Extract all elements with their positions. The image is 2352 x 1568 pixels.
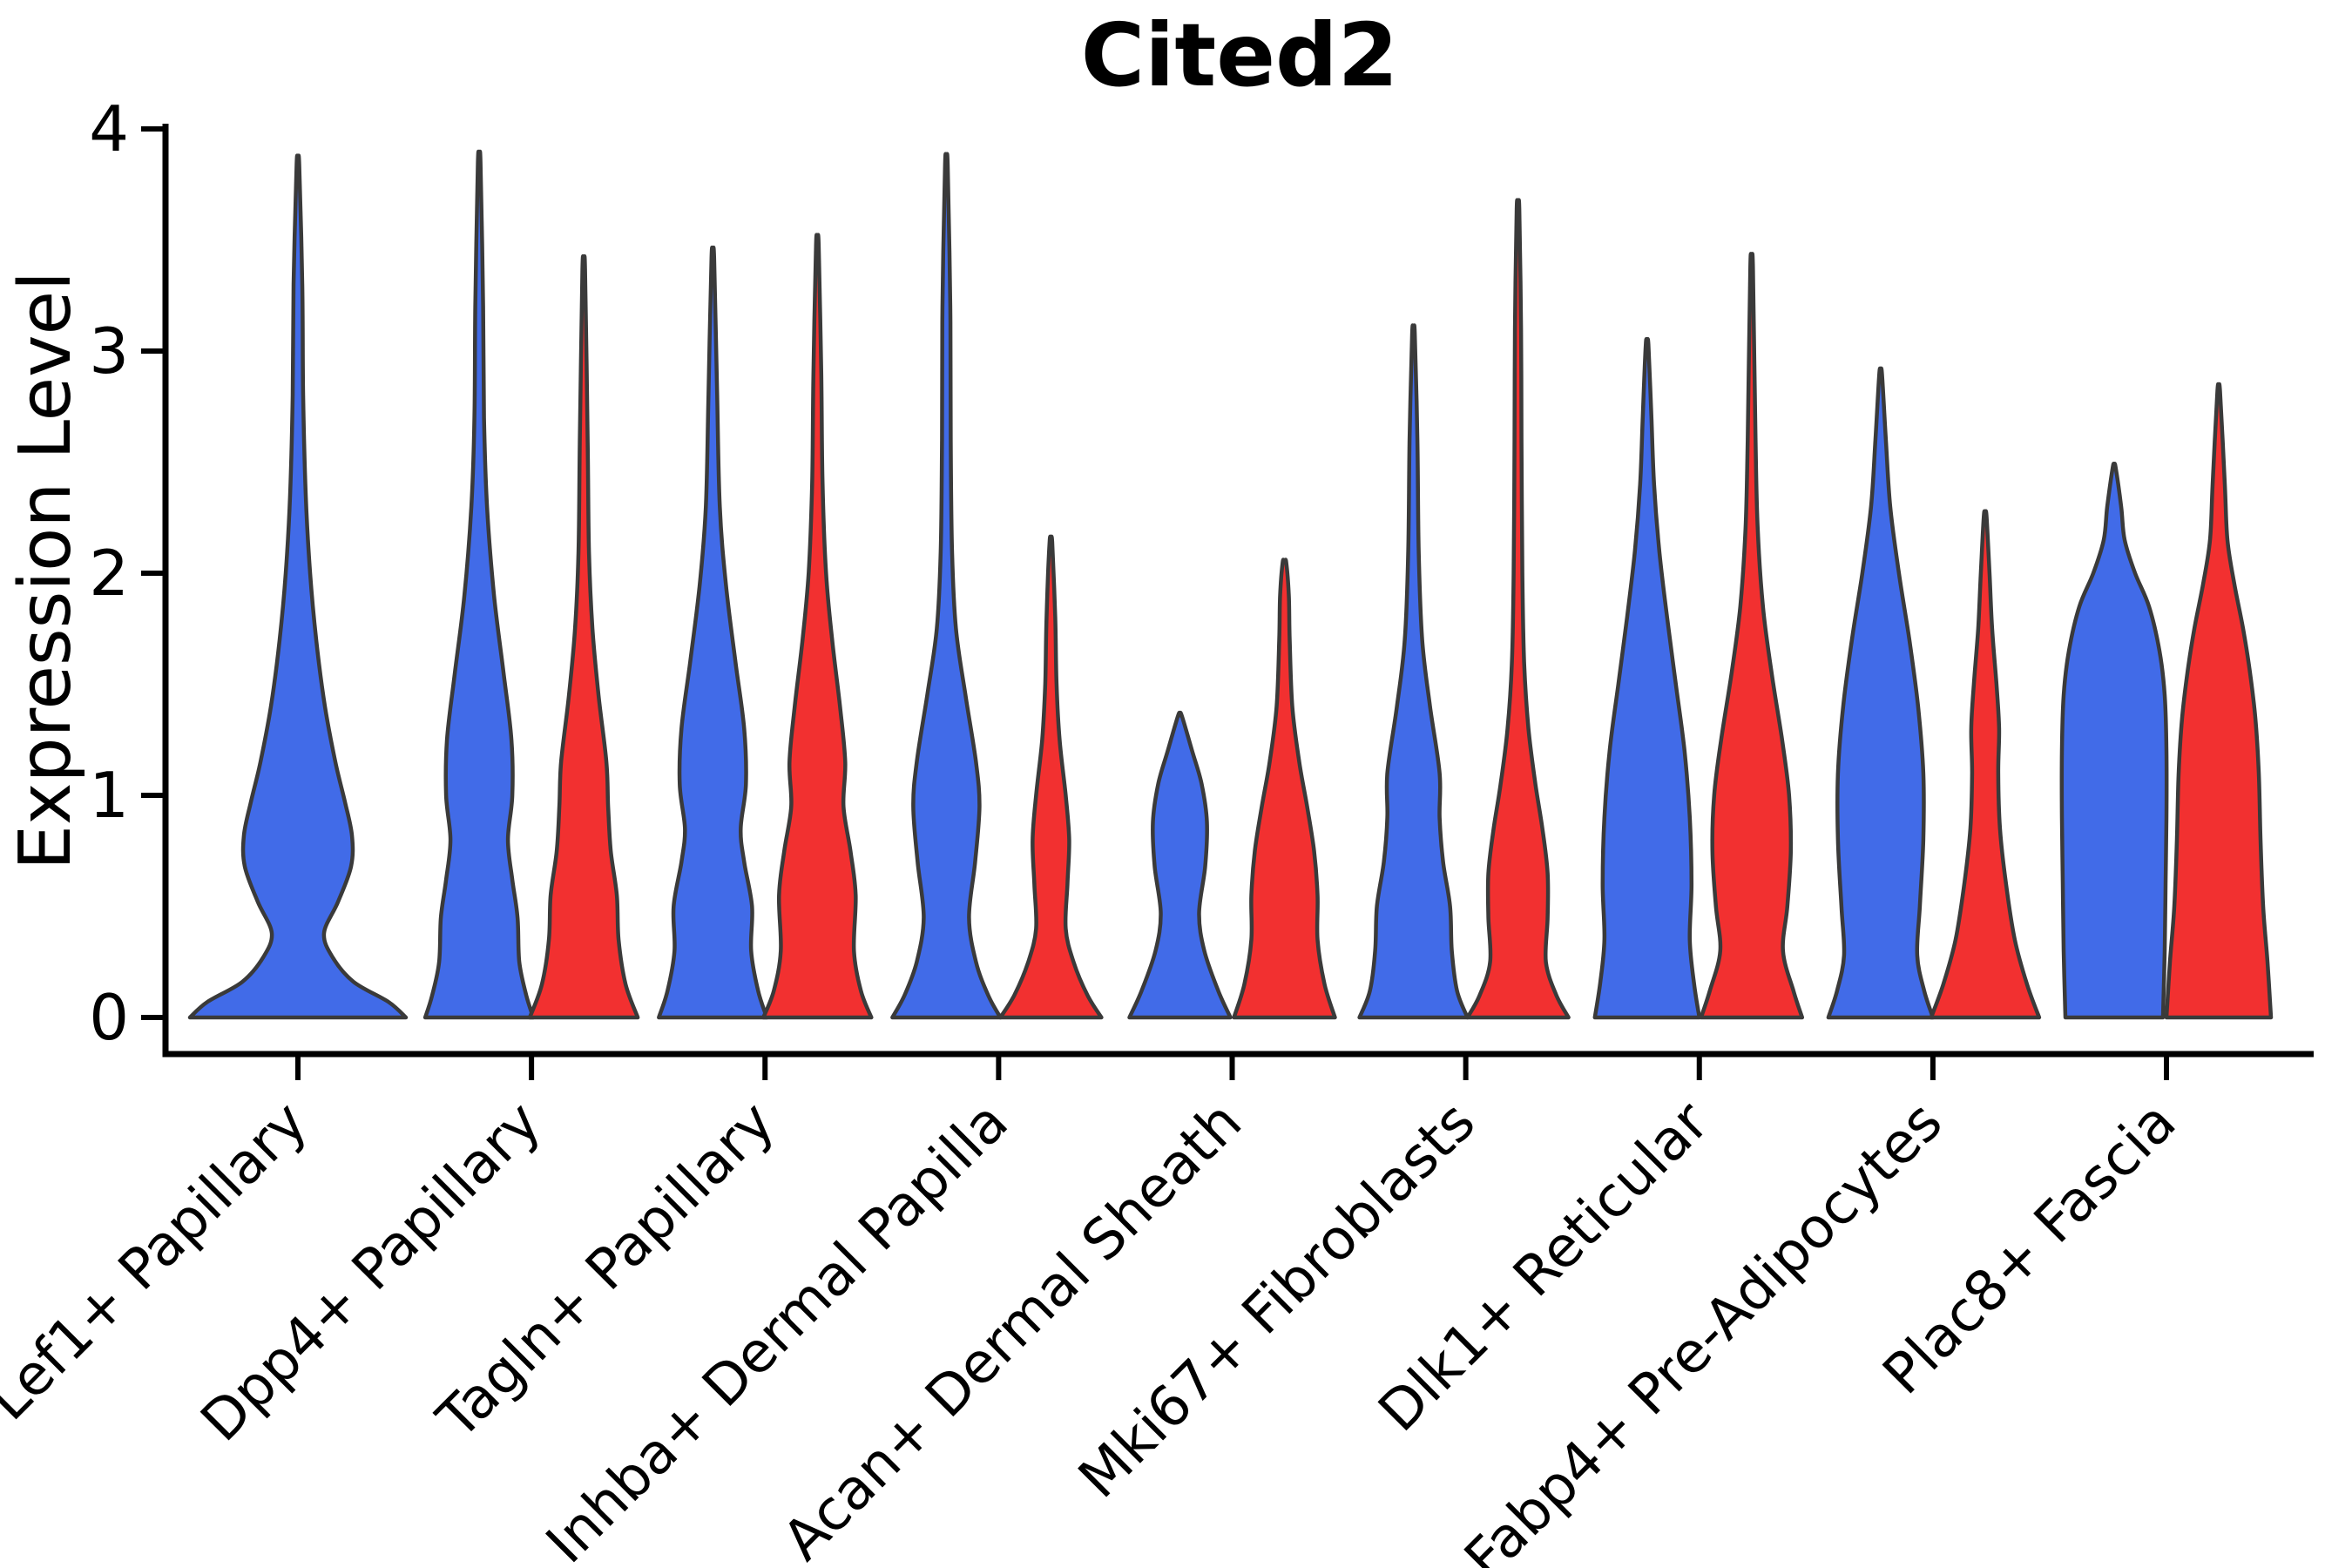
y-tick-label: 3 — [89, 314, 129, 388]
violin-blue-Mki67+ Fibroblasts — [1357, 323, 1470, 1020]
y-axis-title: Expression Level — [4, 271, 87, 870]
violin-red-Inhba+ Dermal Papilla — [998, 534, 1104, 1020]
violin-red-Tagln+ Papillary — [761, 233, 874, 1020]
violin-red-Dpp4+ Papillary — [527, 253, 640, 1020]
violins-layer — [187, 149, 2274, 1020]
y-tick-label: 4 — [89, 92, 129, 166]
x-axis-label: Inhba+ Dermal Papilla — [534, 1090, 1020, 1568]
violin-red-Plac8+ Fascia — [2164, 382, 2274, 1020]
violin-blue-Inhba+ Dermal Papilla — [890, 152, 1003, 1020]
violin-red-Mki67+ Fibroblasts — [1465, 198, 1571, 1020]
violin-red-Dlk1+ Reticular — [1699, 252, 1805, 1020]
x-axis-label: Mki67+ Fibroblasts — [1067, 1090, 1488, 1511]
violin-blue-Dlk1+ Reticular — [1592, 336, 1702, 1020]
violin-blue-Tagln+ Papillary — [657, 246, 769, 1020]
x-axis-label: Fabp4+ Pre-Adipocytes — [1453, 1090, 1955, 1568]
violin-blue-Plac8+ Fascia — [2059, 462, 2169, 1020]
x-axis-label: Acan+ Dermal Sheath — [771, 1090, 1254, 1568]
violin-blue-Fabp4+ Pre-Adipocytes — [1826, 366, 1936, 1020]
y-tick-label: 0 — [89, 981, 129, 1054]
violin-red-Fabp4+ Pre-Adipocytes — [1929, 509, 2042, 1020]
violin-blue-Dpp4+ Papillary — [422, 149, 536, 1020]
y-tick-label: 2 — [89, 537, 129, 610]
y-tick-label: 1 — [89, 759, 129, 832]
chart-title: Cited2 — [1081, 4, 1398, 106]
violin-blue-Lef1+ Papillary — [187, 153, 409, 1020]
violin-blue-Acan+ Dermal Sheath — [1127, 710, 1233, 1020]
violin-red-Acan+ Dermal Sheath — [1232, 558, 1337, 1020]
